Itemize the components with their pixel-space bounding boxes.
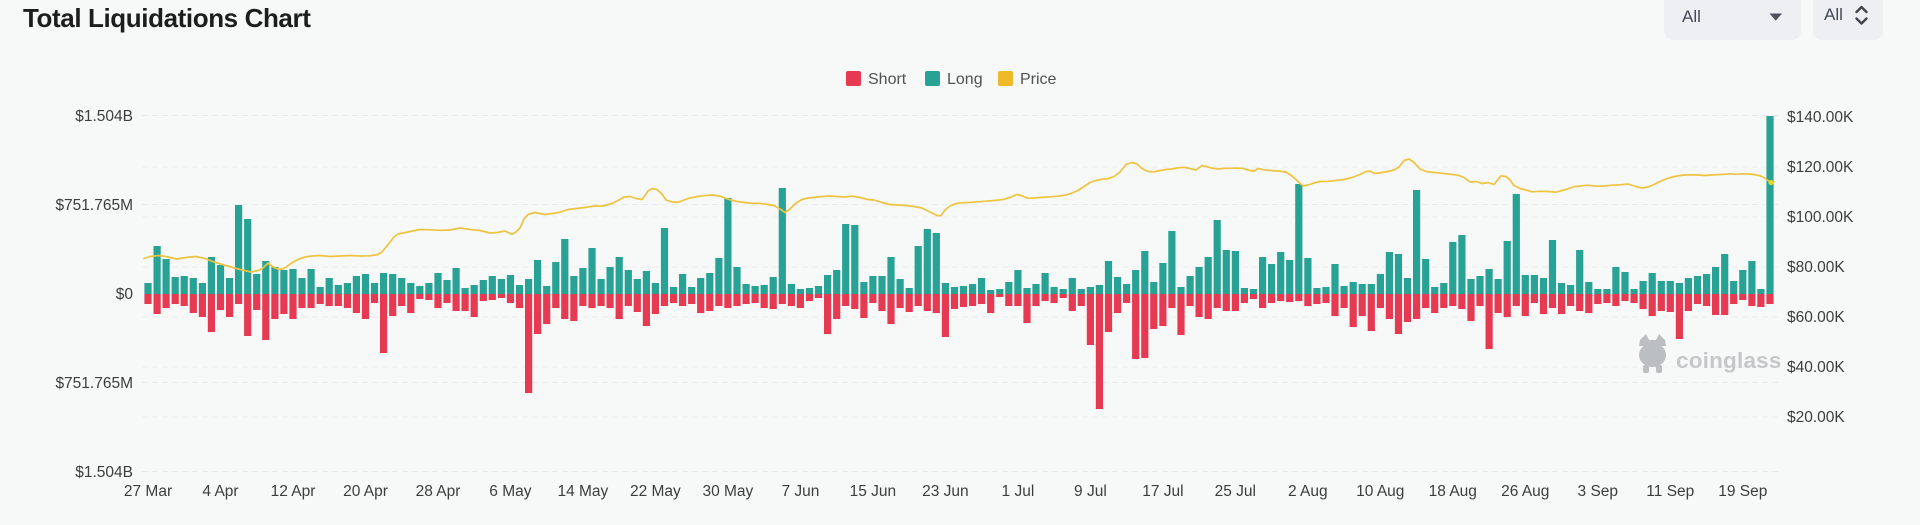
svg-text:$120.00K: $120.00K: [1787, 159, 1854, 176]
svg-text:20 Apr: 20 Apr: [343, 483, 388, 500]
svg-text:4 Apr: 4 Apr: [202, 483, 238, 500]
svg-text:6 May: 6 May: [489, 483, 531, 500]
svg-text:$60.00K: $60.00K: [1787, 309, 1845, 326]
svg-text:Short: Short: [868, 71, 907, 88]
svg-text:23 Jun: 23 Jun: [922, 483, 969, 500]
svg-text:10 Aug: 10 Aug: [1356, 483, 1404, 500]
svg-text:$0: $0: [116, 286, 134, 303]
svg-text:7 Jun: 7 Jun: [781, 483, 819, 500]
svg-text:19 Sep: 19 Sep: [1718, 483, 1767, 500]
svg-text:11 Sep: 11 Sep: [1646, 483, 1694, 500]
svg-text:$1.504B: $1.504B: [75, 464, 133, 481]
svg-text:$751.765M: $751.765M: [55, 197, 133, 214]
svg-text:Total Liquidations Chart: Total Liquidations Chart: [23, 3, 311, 33]
svg-text:17 Jul: 17 Jul: [1142, 483, 1183, 500]
svg-text:15 Jun: 15 Jun: [850, 483, 897, 500]
svg-text:$100.00K: $100.00K: [1787, 209, 1854, 226]
svg-text:18 Aug: 18 Aug: [1429, 483, 1477, 500]
svg-text:$751.765M: $751.765M: [55, 375, 133, 392]
svg-text:All: All: [1682, 7, 1701, 26]
svg-text:27 Mar: 27 Mar: [124, 483, 172, 500]
svg-text:$140.00K: $140.00K: [1787, 109, 1854, 126]
svg-text:2 Aug: 2 Aug: [1288, 483, 1328, 500]
svg-text:30 May: 30 May: [702, 483, 753, 500]
svg-text:14 May: 14 May: [557, 483, 608, 500]
svg-text:Long: Long: [947, 71, 983, 88]
svg-text:12 Apr: 12 Apr: [271, 483, 316, 500]
svg-text:25 Jul: 25 Jul: [1215, 483, 1256, 500]
svg-text:$80.00K: $80.00K: [1787, 259, 1845, 276]
svg-text:$40.00K: $40.00K: [1787, 359, 1845, 376]
svg-text:26 Aug: 26 Aug: [1501, 483, 1549, 500]
svg-text:Price: Price: [1020, 71, 1057, 88]
svg-text:22 May: 22 May: [630, 483, 681, 500]
svg-text:1 Jul: 1 Jul: [1002, 483, 1035, 500]
svg-text:28 Apr: 28 Apr: [416, 483, 461, 500]
svg-text:3 Sep: 3 Sep: [1578, 483, 1619, 500]
svg-text:coinglass: coinglass: [1676, 348, 1782, 373]
svg-text:$20.00K: $20.00K: [1787, 409, 1845, 426]
svg-text:9 Jul: 9 Jul: [1074, 483, 1107, 500]
svg-text:All: All: [1824, 5, 1843, 24]
svg-text:$1.504B: $1.504B: [75, 108, 133, 125]
